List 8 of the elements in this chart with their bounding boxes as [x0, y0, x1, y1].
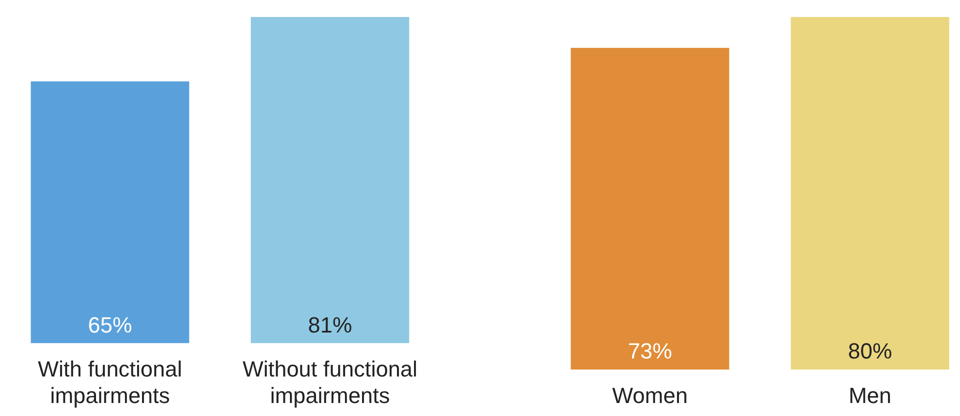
x-tick-label: Men	[848, 382, 892, 408]
x-tick-label: Women	[612, 382, 688, 408]
data-label: 73%	[628, 338, 672, 364]
data-label: 65%	[88, 312, 132, 338]
x-tick-label: Without functional impairments	[242, 356, 418, 408]
data-label: 80%	[848, 338, 892, 364]
x-tick-label: With functional impairments	[38, 356, 182, 408]
data-label: 81%	[308, 312, 352, 338]
